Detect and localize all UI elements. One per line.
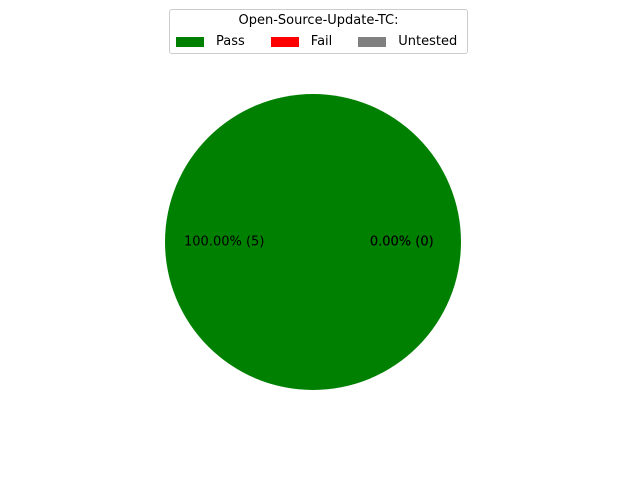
pie-label-pass: 100.00% (5) <box>184 235 264 250</box>
pie-slice-pass <box>165 94 461 390</box>
legend-item-fail: Fail <box>270 34 333 49</box>
legend-title: Open-Source-Update-TC: <box>238 13 399 28</box>
pie-label-fail: 0.00% (0) <box>370 235 434 250</box>
legend: Open-Source-Update-TC: Pass Fail Unteste… <box>169 9 468 54</box>
pie-label-untested: 0.00% (0) <box>370 235 434 250</box>
legend-item-untested: Untested <box>358 34 457 49</box>
legend-label-untested: Untested <box>398 34 458 49</box>
legend-label-pass: Pass <box>216 34 245 49</box>
legend-item-pass: Pass <box>176 34 245 49</box>
legend-swatch-fail <box>270 36 299 47</box>
legend-label-fail: Fail <box>310 34 333 49</box>
legend-swatch-untested <box>358 36 387 47</box>
legend-swatch-pass <box>176 36 204 47</box>
